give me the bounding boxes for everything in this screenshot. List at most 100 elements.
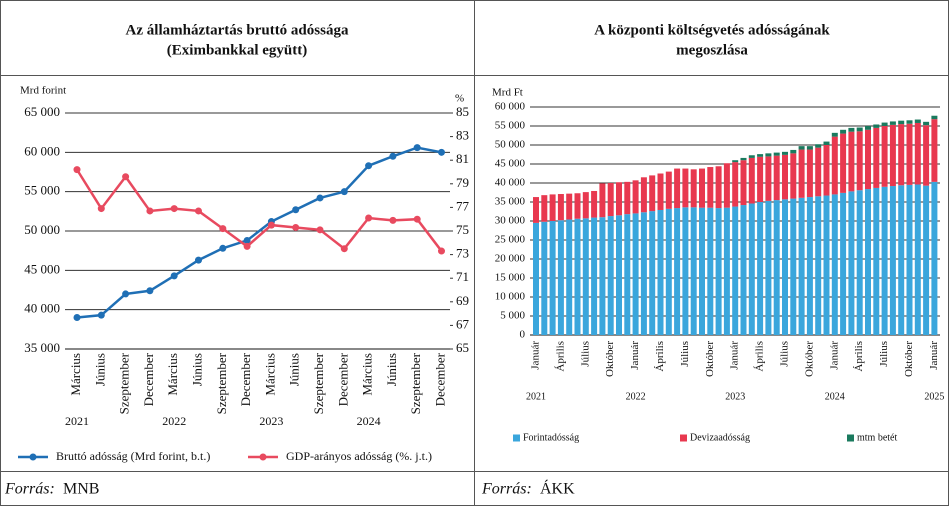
y-tick-label: 10 000 [495, 291, 526, 303]
y-tick-label: 45 000 [24, 261, 60, 276]
year-label: 2021 [65, 414, 89, 428]
y2-tick-label: 81 [456, 151, 469, 166]
bar-segment [931, 181, 938, 335]
bar-segment [856, 127, 863, 132]
bar-segment [723, 207, 730, 335]
y2-tick-label: 75 [456, 222, 469, 237]
x-tick-label: Október [803, 341, 815, 377]
source: MNB [63, 481, 99, 498]
x-tick-label: Október [704, 341, 716, 377]
y-tick-label: 30 000 [495, 215, 526, 227]
bar-segment [831, 194, 838, 335]
bar-segment [541, 195, 548, 222]
bar-segment [782, 154, 788, 200]
x-tick-label: Június [92, 353, 107, 386]
x-tick-label: Március [262, 353, 277, 396]
x-tick-label: Július [579, 341, 591, 367]
bar-segment [906, 123, 913, 185]
legend-label: Devizaadósság [690, 432, 750, 443]
chart-title: megoszlása [676, 42, 748, 58]
legend-swatch [680, 434, 687, 442]
y-axis-label: Mrd Ft [492, 87, 523, 99]
bar-segment [566, 193, 573, 220]
series-point [73, 166, 81, 174]
bar-segment [640, 177, 647, 213]
bar-segment [732, 206, 739, 335]
bar-segment [914, 184, 921, 335]
bar-segment [723, 163, 730, 208]
x-tick-label: Október [604, 341, 616, 377]
series-point [316, 194, 324, 202]
x-tick-label: Június [384, 353, 399, 386]
legend-label: Forintadósság [523, 432, 579, 443]
series-point [340, 188, 348, 196]
series-point [195, 207, 202, 215]
y-tick-label: 40 000 [495, 177, 526, 189]
bar-segment [557, 220, 564, 335]
year-label: 2024 [357, 414, 381, 428]
series-line [75, 168, 443, 252]
bar-segment [881, 126, 888, 187]
x-tick-label: Március [165, 353, 180, 396]
y2-tick-label: 79 [456, 175, 469, 190]
y-tick-label: 0 [520, 329, 526, 341]
bar-segment [840, 192, 847, 335]
bar-segment [690, 207, 697, 335]
bar-segment [632, 213, 639, 335]
bar-segment [865, 129, 871, 190]
bar-segment [649, 211, 656, 335]
x-tick-label: Április [754, 341, 766, 372]
bar-segment [798, 146, 805, 150]
bar-segment [690, 169, 697, 208]
bar-segment [707, 207, 714, 335]
bar-segment [740, 205, 747, 335]
bar-segment [549, 194, 556, 221]
bar-segment [914, 122, 921, 185]
series-point [243, 242, 251, 250]
x-tick-label: Szeptember [408, 352, 423, 414]
year-label: 2022 [626, 391, 646, 402]
bar-segment [591, 217, 598, 335]
bar-segment [848, 127, 855, 132]
bar-segment [773, 152, 780, 156]
bar-segment [757, 156, 764, 202]
bar-segment [574, 218, 581, 335]
bar-segment [607, 183, 614, 217]
x-tick-label: Április [554, 341, 566, 372]
bar-segment [840, 133, 847, 193]
bar-segment [848, 191, 855, 335]
x-tick-label: Június [287, 353, 302, 386]
series-point [365, 214, 373, 222]
bar-segment [682, 207, 689, 335]
series-point [170, 205, 178, 213]
bar-segment [931, 115, 938, 120]
series-point [292, 223, 300, 231]
series-point [122, 290, 130, 298]
bar-segment [757, 202, 764, 335]
bar-segment [865, 126, 871, 130]
y2-tick-label: 69 [456, 293, 469, 308]
bar-segment [732, 162, 739, 207]
y-axis-label: Mrd forint [20, 85, 66, 97]
bar-segment [840, 129, 847, 134]
x-tick-label: Szeptember [311, 352, 326, 414]
bar-segment [865, 189, 871, 335]
y-tick-label: 55 000 [24, 183, 60, 198]
bar-segment [806, 149, 813, 198]
bar-segment [765, 200, 772, 335]
x-tick-label: Július [779, 341, 791, 367]
series-point [389, 152, 397, 160]
bar-segment [765, 156, 772, 201]
series-point [340, 245, 348, 253]
bar-segment [923, 121, 930, 126]
bar-segment [914, 119, 921, 123]
bar-segment [533, 222, 539, 335]
year-label: 2023 [259, 414, 283, 428]
year-label: 2021 [526, 391, 546, 402]
series-point [146, 287, 154, 295]
bar-segment [831, 132, 838, 137]
bar-segment [591, 190, 598, 218]
source: ÁKK [540, 479, 575, 498]
bar-segment [657, 209, 664, 335]
x-tick-label: December [238, 352, 253, 406]
